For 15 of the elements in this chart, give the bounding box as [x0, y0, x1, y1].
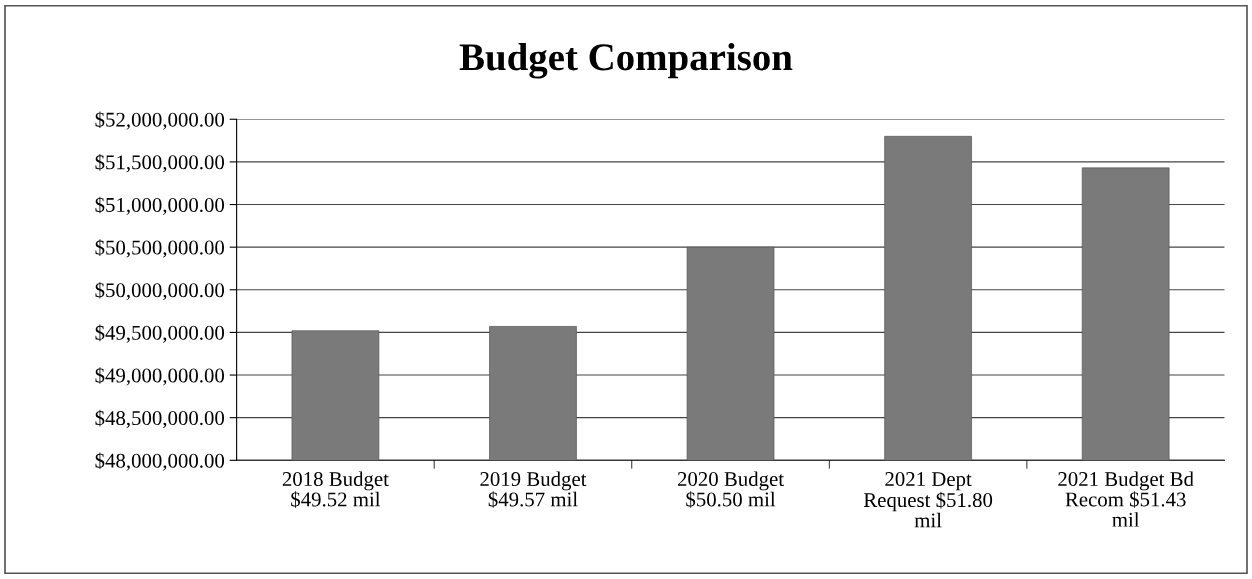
y-tick-label: $48,500,000.00 [95, 409, 225, 429]
y-tick-label: $51,000,000.00 [95, 196, 225, 215]
x-tick-label: 2021 Dept Request $51.80 mil [863, 472, 993, 528]
y-tick-label: $49,000,000.00 [95, 367, 225, 386]
y-tick-label: $51,500,000.00 [95, 154, 225, 173]
y-tick-label: $52,000,000.00 [95, 111, 225, 130]
x-tick-label: 2020 Budget $50.50 mil [677, 471, 784, 508]
y-tick-label: $50,500,000.00 [95, 239, 225, 258]
x-tick-label: 2019 Budget $49.57 mil [480, 471, 587, 508]
y-tick-label: $50,000,000.00 [95, 281, 225, 301]
chart-title: Budget Comparison [459, 43, 793, 79]
y-tick-label: $49,500,000.00 [95, 324, 225, 343]
y-tick-label: $48,000,000.00 [95, 452, 225, 471]
x-tick-label: 2018 Budget $49.52 mil [282, 471, 389, 508]
x-tick-label: 2021 Budget Bd Recom $51.43 mil [1058, 471, 1194, 527]
